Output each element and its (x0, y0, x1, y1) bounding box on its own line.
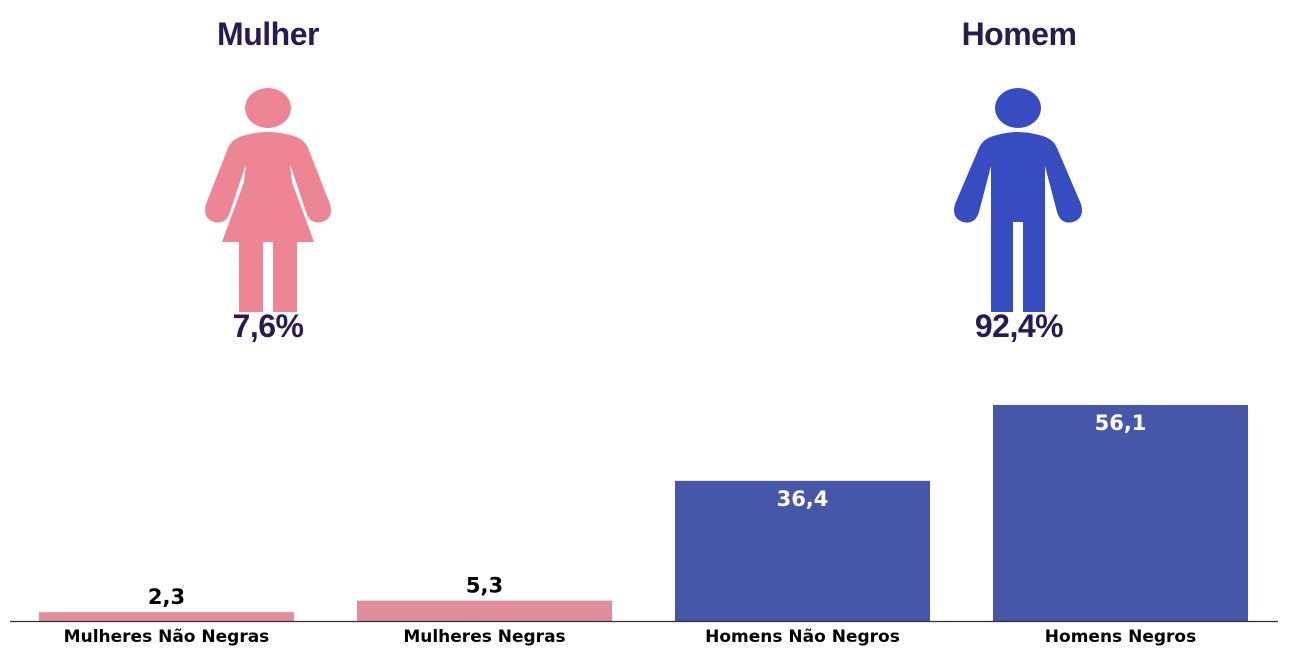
male-title: Homem (961, 16, 1077, 52)
woman-icon (205, 88, 331, 312)
bar-mulheres-negras (357, 600, 612, 621)
bar-mulheres-nao-negras (39, 612, 294, 621)
value-label-homens-nao-negros: 36,4 (777, 487, 829, 511)
female-percentage: 7,6% (232, 308, 304, 344)
x-tick-label-mulheres-negras: Mulheres Negras (403, 627, 565, 647)
female-title: Mulher (217, 16, 319, 52)
bar-homens-negros (993, 405, 1248, 621)
x-tick-label-mulheres-nao-negras: Mulheres Não Negras (64, 627, 270, 647)
value-label-homens-negros: 56,1 (1095, 411, 1147, 435)
x-tick-label-homens-negros: Homens Negros (1045, 627, 1196, 647)
bar-homens-nao-negros (675, 480, 930, 621)
value-label-mulheres-nao-negras: 2,3 (148, 585, 185, 609)
male-percentage: 92,4% (974, 308, 1064, 344)
value-label-mulheres-negras: 5,3 (466, 574, 503, 598)
x-tick-label-homens-nao-negros: Homens Não Negros (705, 627, 900, 647)
man-icon (954, 88, 1082, 312)
